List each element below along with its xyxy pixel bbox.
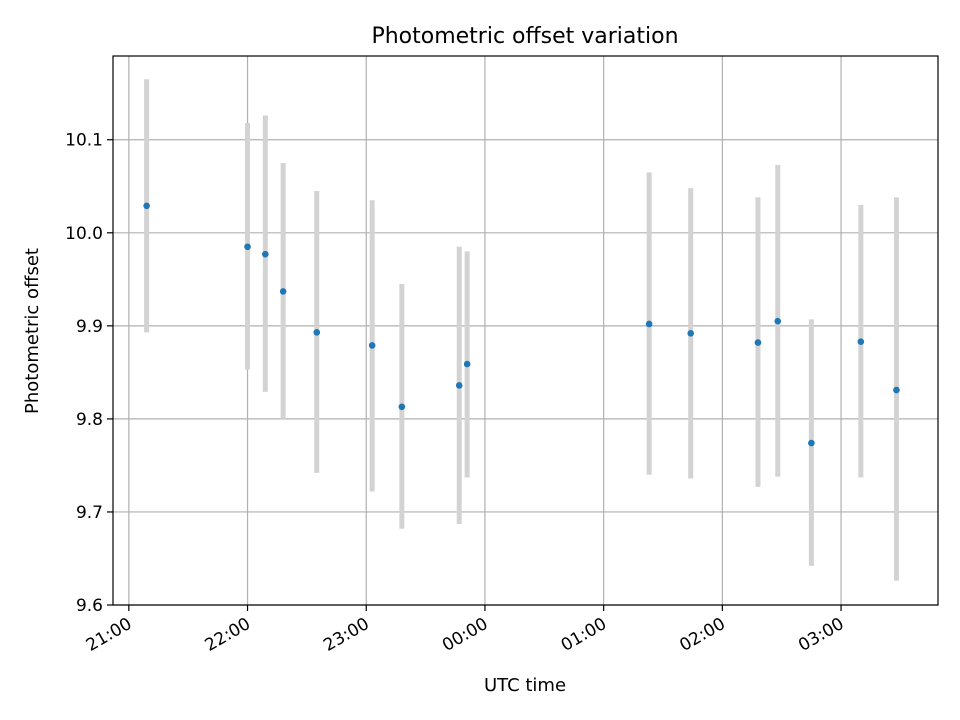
plot-frame — [112, 55, 939, 606]
data-point — [143, 202, 150, 210]
y-tick-label: 9.6 — [76, 596, 103, 616]
data-point — [262, 250, 269, 258]
chart-title: Photometric offset variation — [371, 24, 678, 49]
data-point — [313, 329, 321, 336]
y-tick-label: 10.1 — [65, 131, 103, 151]
data-point — [808, 439, 815, 447]
data-point — [244, 243, 251, 251]
y-tick-label: 9.7 — [76, 503, 103, 523]
y-axis-label: Photometric offset — [22, 248, 43, 414]
y-axis-ticks: 9.6 9.7 9.8 9.9 10.0 10.1 — [65, 131, 113, 616]
data-points — [143, 202, 900, 447]
data-point — [893, 386, 900, 394]
data-point — [645, 320, 653, 328]
data-point — [279, 288, 287, 295]
data-point — [463, 360, 471, 368]
data-point — [857, 338, 865, 345]
y-tick-label: 10.0 — [65, 224, 103, 244]
y-tick-label: 9.9 — [76, 317, 103, 337]
y-tick-label: 9.8 — [76, 410, 103, 430]
data-point — [398, 403, 406, 411]
data-point — [455, 382, 463, 389]
data-point — [368, 342, 376, 349]
grid — [113, 56, 938, 606]
data-point — [687, 329, 694, 337]
data-point — [754, 339, 762, 346]
data-point — [774, 317, 782, 325]
x-axis-label: UTC time — [484, 675, 566, 696]
